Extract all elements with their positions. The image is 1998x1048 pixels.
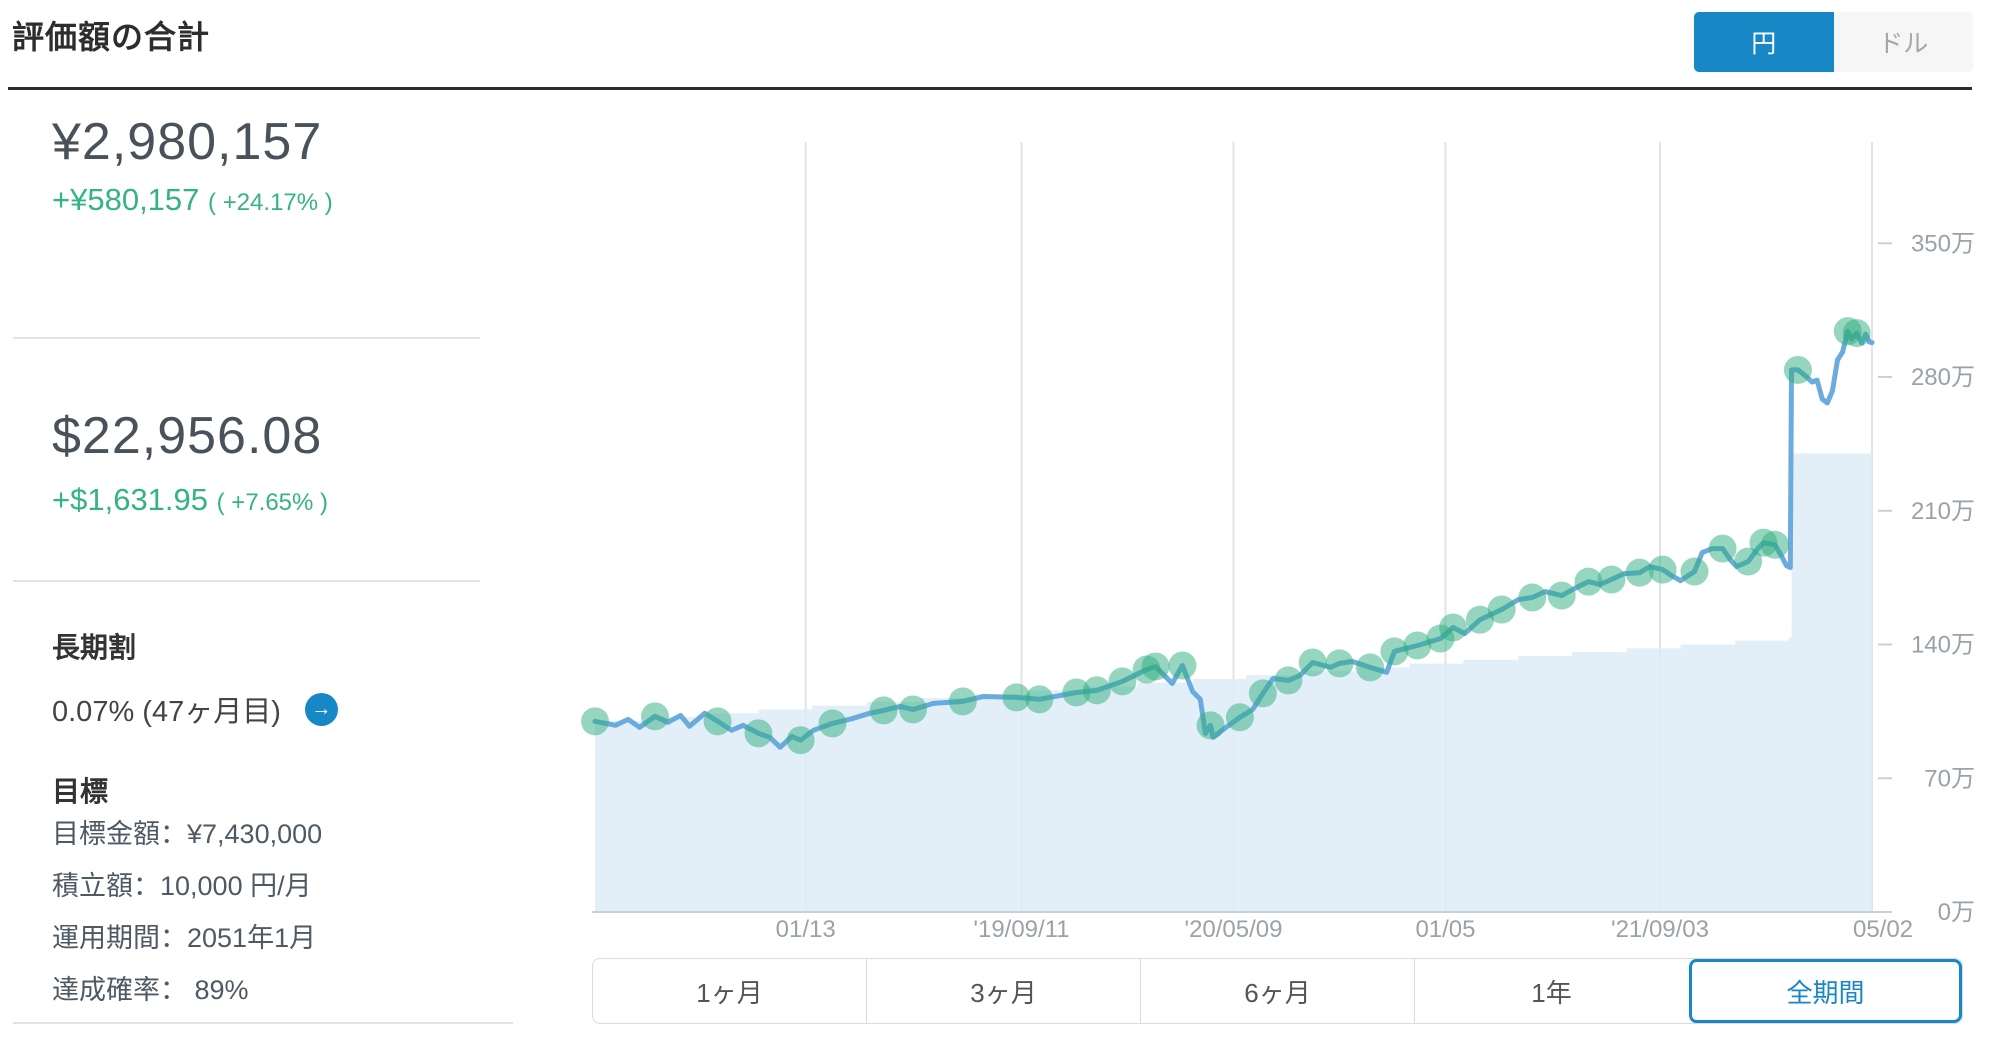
data-point-dot	[1108, 667, 1137, 696]
data-point-dot	[1325, 649, 1354, 678]
usd-change: +$1,631.95 ( +7.65% )	[52, 482, 328, 518]
period-button-4[interactable]: 1年	[1414, 959, 1688, 1023]
x-tick-label-1: 01/13	[776, 916, 836, 943]
data-point-dot	[1648, 555, 1677, 584]
data-point-dot	[1439, 613, 1468, 642]
y-tick-label-140万: 140万	[1911, 632, 1975, 659]
data-point-dot	[703, 707, 732, 736]
x-tick-label-2: '19/09/11	[973, 916, 1069, 943]
y-tick-label-210万: 210万	[1911, 498, 1975, 525]
long-term-discount-heading: 長期割	[52, 632, 137, 663]
x-tick-label-6: 05/02	[1853, 916, 1913, 943]
data-point-dot	[1547, 581, 1576, 610]
data-point-dot	[1380, 637, 1409, 666]
data-point-dot	[1518, 583, 1547, 612]
currency-toggle-dollar-label: ドル	[1878, 30, 1929, 58]
page-title: 評価額の合計	[12, 19, 211, 55]
data-point-dot	[1403, 631, 1432, 660]
yen-total-value: ¥2,980,157	[52, 113, 323, 171]
data-point-dot	[1025, 685, 1054, 714]
yen-change: +¥580,157 ( +24.17% )	[52, 182, 333, 218]
data-point-dot	[898, 695, 927, 724]
usd-change-percent: ( +7.65% )	[216, 489, 329, 516]
long-term-discount-detail-button[interactable]: →	[304, 692, 338, 726]
data-point-dot	[1574, 567, 1603, 596]
data-point-dot	[869, 696, 898, 725]
goal-monthly-deposit: 積立額：10,000 円/月	[52, 871, 312, 901]
data-point-dot	[1708, 534, 1737, 563]
currency-toggle: 円 ドル	[1694, 12, 1973, 72]
data-point-dot	[1141, 652, 1170, 681]
data-point-dot	[1760, 530, 1789, 559]
data-point-dot	[1487, 595, 1516, 624]
section-divider-3	[13, 1022, 513, 1024]
data-point-dot	[641, 702, 670, 731]
data-point-dot	[1196, 711, 1225, 740]
period-button-5-active[interactable]: 全期間	[1688, 959, 1962, 1023]
x-tick-label-5: '21/09/03	[1611, 916, 1709, 943]
data-point-dot	[744, 719, 773, 748]
data-point-dot	[1680, 557, 1709, 586]
data-point-dot	[1248, 679, 1277, 708]
arrow-right-icon: →	[311, 697, 332, 720]
x-tick-label-4: 01/05	[1415, 916, 1475, 943]
usd-change-amount: +$1,631.95	[52, 482, 209, 517]
period-selector: 1ヶ月 3ヶ月 6ヶ月 1年 全期間	[592, 958, 1963, 1024]
data-point-dot	[1002, 683, 1031, 712]
data-point-dot	[1783, 355, 1812, 384]
data-point-dot	[1625, 558, 1654, 587]
y-tick-label-0万: 0万	[1938, 899, 1975, 926]
yen-change-amount: +¥580,157	[52, 182, 200, 217]
goal-target-amount: 目標金額：¥7,430,000	[52, 819, 323, 849]
data-point-dot	[818, 709, 847, 738]
currency-toggle-dollar[interactable]: ドル	[1833, 12, 1973, 72]
data-point-dot	[948, 687, 977, 716]
y-tick-label-280万: 280万	[1911, 364, 1975, 391]
valuation-chart: 0万 70万 140万 210万 280万 350万 01/13 '19/09/11 '20/0…	[560, 130, 1998, 1048]
data-point-dot	[1168, 651, 1197, 680]
data-point-dot	[1842, 319, 1871, 348]
data-point-dot	[581, 707, 609, 736]
header-divider	[8, 87, 1972, 90]
section-divider-2	[13, 580, 480, 582]
data-point-dot	[1062, 678, 1091, 707]
principal-area	[595, 453, 1872, 912]
section-divider-1	[13, 337, 480, 339]
long-term-discount-row: 0.07% (47ヶ月目) →	[52, 688, 338, 730]
long-term-discount-value: 0.07% (47ヶ月目)	[52, 696, 281, 728]
period-button-2[interactable]: 3ヶ月	[866, 959, 1140, 1023]
data-point-dot	[1274, 666, 1303, 695]
x-tick-label-3: '20/05/09	[1184, 916, 1282, 943]
data-point-dot	[1225, 703, 1254, 732]
data-point-dot	[1465, 605, 1494, 634]
period-button-1[interactable]: 1ヶ月	[696, 977, 763, 1008]
data-point-dot	[1734, 547, 1763, 576]
goal-heading: 目標	[52, 776, 109, 807]
period-button-3[interactable]: 6ヶ月	[1140, 959, 1414, 1023]
y-tick-label-350万: 350万	[1911, 230, 1975, 257]
data-point-dot	[1597, 565, 1626, 594]
valuation-chart-svg: 0万 70万 140万 210万 280万 350万 01/13 '19/09/11 '20/0…	[581, 142, 1975, 943]
y-tick-label-70万: 70万	[1924, 765, 1975, 792]
data-point-dot	[1298, 648, 1327, 677]
data-point-dot	[1356, 653, 1385, 682]
data-point-dot	[1082, 676, 1111, 705]
goal-probability: 達成確率： 89%	[52, 975, 249, 1005]
data-point-dot	[786, 726, 815, 755]
usd-total-value: $22,956.08	[52, 407, 323, 465]
yen-change-percent: ( +24.17% )	[208, 189, 333, 216]
goal-period: 運用期間：2051年1月	[52, 923, 317, 953]
currency-toggle-yen-label: 円	[1751, 30, 1777, 58]
currency-toggle-yen[interactable]: 円	[1694, 12, 1834, 72]
